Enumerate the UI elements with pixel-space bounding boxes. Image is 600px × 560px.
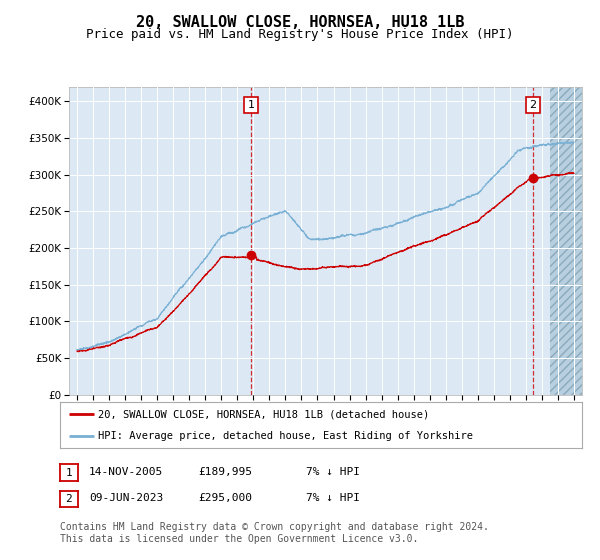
Text: Contains HM Land Registry data © Crown copyright and database right 2024.
This d: Contains HM Land Registry data © Crown c… [60,522,489,544]
Text: HPI: Average price, detached house, East Riding of Yorkshire: HPI: Average price, detached house, East… [98,431,473,441]
Text: 2: 2 [65,494,73,504]
Text: 20, SWALLOW CLOSE, HORNSEA, HU18 1LB (detached house): 20, SWALLOW CLOSE, HORNSEA, HU18 1LB (de… [98,409,429,419]
Text: 1: 1 [65,468,73,478]
Bar [550,87,582,395]
Text: £295,000: £295,000 [198,493,252,503]
Text: 14-NOV-2005: 14-NOV-2005 [89,467,163,477]
Text: 09-JUN-2023: 09-JUN-2023 [89,493,163,503]
Text: 1: 1 [248,100,255,110]
Text: 7% ↓ HPI: 7% ↓ HPI [306,493,360,503]
Text: 20, SWALLOW CLOSE, HORNSEA, HU18 1LB: 20, SWALLOW CLOSE, HORNSEA, HU18 1LB [136,15,464,30]
Text: 2: 2 [529,100,536,110]
Text: Price paid vs. HM Land Registry's House Price Index (HPI): Price paid vs. HM Land Registry's House … [86,28,514,41]
Text: 7% ↓ HPI: 7% ↓ HPI [306,467,360,477]
Text: £189,995: £189,995 [198,467,252,477]
